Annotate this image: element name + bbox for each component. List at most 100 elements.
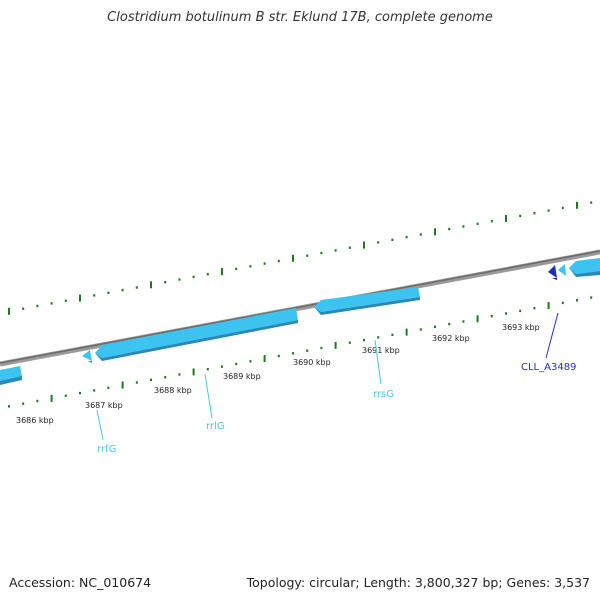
minor-tick bbox=[164, 376, 167, 379]
minor-tick bbox=[377, 241, 380, 244]
major-tick bbox=[334, 341, 337, 349]
gene-label-rrlG[interactable]: rrlG bbox=[206, 421, 225, 432]
minor-tick bbox=[434, 325, 436, 328]
minor-tick bbox=[107, 291, 110, 294]
minor-tick bbox=[79, 391, 81, 395]
feature-rrsG[interactable] bbox=[314, 287, 420, 315]
tick-row-upper bbox=[8, 201, 593, 315]
minor-tick bbox=[533, 212, 536, 215]
major-tick bbox=[192, 368, 195, 376]
scale-labels: 3686 kbp 3687 kbp 3688 kbp 3689 kbp 3690… bbox=[16, 323, 540, 425]
minor-tick bbox=[135, 381, 138, 384]
gene-label-rrsG[interactable]: rrsG bbox=[373, 389, 394, 400]
feature-CLL_A3489[interactable] bbox=[548, 265, 557, 280]
major-tick bbox=[221, 268, 223, 276]
minor-tick bbox=[391, 333, 394, 336]
minor-tick bbox=[547, 209, 550, 212]
minor-tick bbox=[320, 346, 323, 350]
gene-label-rrfG[interactable]: rrfG bbox=[97, 444, 116, 455]
scale-label: 3689 kbp bbox=[223, 372, 261, 381]
minor-tick bbox=[249, 360, 252, 363]
minor-tick bbox=[22, 307, 25, 310]
minor-tick bbox=[192, 275, 195, 279]
tick-row-lower bbox=[8, 296, 593, 408]
gene-leaders bbox=[96, 312, 559, 441]
minor-tick bbox=[235, 267, 238, 271]
major-tick bbox=[79, 294, 81, 302]
minor-tick bbox=[263, 262, 266, 265]
minor-tick bbox=[164, 281, 167, 284]
scale-label: 3691 kbp bbox=[362, 346, 400, 355]
minor-tick bbox=[320, 251, 323, 255]
minor-tick bbox=[561, 301, 564, 305]
minor-tick bbox=[22, 402, 25, 405]
minor-tick bbox=[93, 294, 96, 297]
minor-tick bbox=[292, 352, 294, 355]
minor-tick bbox=[277, 354, 280, 358]
minor-tick bbox=[448, 227, 451, 231]
minor-tick bbox=[363, 338, 365, 342]
minor-tick bbox=[277, 259, 280, 263]
feature-right-partial[interactable] bbox=[569, 258, 600, 277]
minor-tick bbox=[50, 302, 53, 305]
minor-tick bbox=[121, 288, 124, 292]
minor-tick bbox=[576, 299, 578, 302]
scale-label: 3692 kbp bbox=[432, 334, 470, 343]
major-tick bbox=[576, 201, 578, 209]
gene-label-CLL_A3489[interactable]: CLL_A3489 bbox=[521, 362, 576, 373]
minor-tick bbox=[490, 315, 493, 318]
major-tick bbox=[121, 381, 124, 389]
minor-tick bbox=[519, 309, 522, 313]
minor-tick bbox=[462, 225, 465, 228]
genome-backbone bbox=[0, 249, 600, 367]
minor-tick bbox=[391, 238, 394, 241]
major-tick bbox=[505, 215, 507, 222]
major-tick bbox=[263, 355, 266, 363]
minor-tick bbox=[419, 233, 422, 236]
minor-tick bbox=[135, 286, 138, 289]
feature-track bbox=[0, 258, 600, 385]
scale-label: 3690 kbp bbox=[293, 358, 331, 367]
scale-label: 3687 kbp bbox=[85, 401, 123, 410]
minor-tick bbox=[178, 278, 181, 281]
genome-summary: Topology: circular; Length: 3,800,327 bp… bbox=[246, 575, 590, 590]
minor-tick bbox=[206, 273, 209, 276]
major-tick bbox=[405, 328, 408, 336]
minor-tick bbox=[348, 246, 351, 249]
minor-tick bbox=[8, 405, 10, 408]
minor-tick bbox=[36, 399, 39, 403]
major-tick bbox=[50, 394, 53, 402]
major-tick bbox=[363, 241, 365, 249]
scale-label: 3693 kbp bbox=[502, 323, 540, 332]
scale-label: 3686 kbp bbox=[16, 416, 54, 425]
minor-tick bbox=[377, 336, 380, 339]
feature-left-partial[interactable] bbox=[0, 366, 22, 385]
major-tick bbox=[8, 307, 10, 315]
major-tick bbox=[150, 281, 152, 289]
major-tick bbox=[476, 315, 479, 323]
feature-rrfG[interactable] bbox=[82, 350, 92, 363]
minor-tick bbox=[490, 220, 493, 223]
major-tick bbox=[547, 302, 550, 310]
minor-tick bbox=[64, 299, 67, 302]
minor-tick bbox=[348, 341, 351, 344]
minor-tick bbox=[519, 214, 522, 218]
minor-tick bbox=[405, 235, 408, 239]
minor-tick bbox=[221, 365, 223, 368]
major-tick bbox=[434, 228, 436, 236]
minor-tick bbox=[306, 349, 309, 352]
feature-rrlG[interactable] bbox=[95, 308, 298, 361]
minor-tick bbox=[107, 386, 110, 389]
minor-tick bbox=[93, 389, 96, 392]
minor-tick bbox=[533, 307, 536, 310]
minor-tick bbox=[150, 378, 152, 381]
minor-tick bbox=[505, 312, 507, 315]
minor-tick bbox=[64, 394, 67, 397]
feature-right-small[interactable] bbox=[558, 264, 566, 276]
minor-tick bbox=[561, 206, 564, 210]
minor-tick bbox=[448, 322, 451, 326]
minor-tick bbox=[590, 296, 593, 299]
minor-tick bbox=[476, 222, 479, 225]
minor-tick bbox=[462, 320, 465, 323]
